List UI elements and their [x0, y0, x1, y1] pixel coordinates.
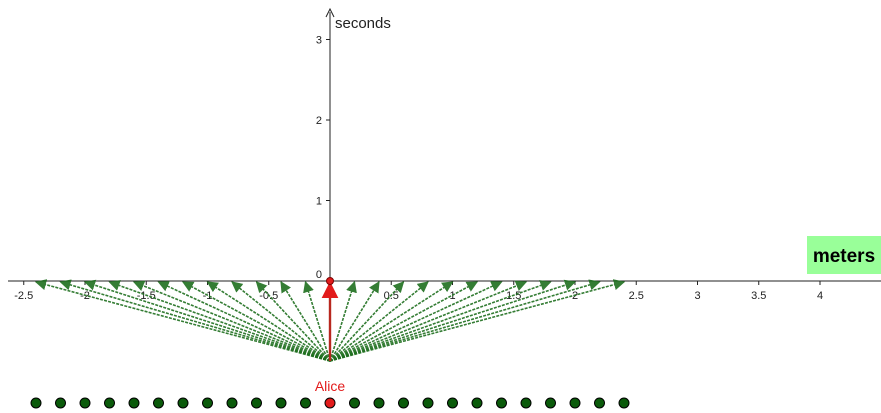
light-arrow-23 — [329, 279, 601, 362]
observer-dot-14 — [373, 397, 385, 409]
light-arrow-24 — [329, 279, 626, 362]
observer-dot-20 — [520, 397, 532, 409]
observer-dot-13 — [349, 397, 360, 409]
light-arrow-15 — [329, 281, 405, 362]
light-arrow-10 — [280, 281, 331, 362]
x-tick-label-10: 3 — [694, 290, 700, 302]
observer-dot-24 — [618, 397, 630, 409]
observer-dot-17 — [447, 397, 458, 409]
light-arrow-13 — [329, 280, 357, 362]
light-arrows — [34, 277, 626, 362]
observer-dot-6 — [177, 397, 189, 409]
observer-dot-alice — [324, 397, 336, 409]
observer-dot-8 — [226, 397, 238, 409]
observer-dot-2 — [79, 397, 91, 409]
light-arrow-0 — [34, 279, 331, 362]
x-tick-label-1: -2 — [80, 290, 90, 302]
x-tick-label-12: 4 — [817, 290, 823, 302]
observer-dot-3 — [104, 397, 115, 409]
meters-box — [807, 236, 881, 274]
observer-dot-15 — [398, 397, 409, 409]
light-arrow-6 — [182, 281, 331, 362]
y-tick-label-1: 1 — [316, 196, 322, 208]
x-tick-label-8: 2 — [572, 290, 578, 302]
meters-label: meters — [813, 246, 875, 267]
observer-dot-18 — [471, 397, 483, 409]
light-arrow-16 — [329, 281, 429, 362]
observer-dot-22 — [569, 397, 581, 409]
light-arrow-8 — [231, 281, 331, 362]
observer-dot-16 — [422, 397, 434, 409]
light-arrow-20 — [329, 280, 528, 362]
observer-dot-19 — [496, 397, 507, 409]
origin-event-point — [326, 277, 334, 285]
observer-dot-10 — [275, 397, 287, 409]
light-arrow-18 — [329, 281, 478, 362]
x-tick-label-9: 2.5 — [629, 290, 644, 302]
observer-dot-5 — [153, 397, 164, 409]
observer-label: Alice — [315, 378, 346, 394]
observer-dot-0 — [30, 397, 42, 409]
y-tick-label-2: 2 — [316, 115, 322, 127]
observer-dot-1 — [55, 397, 66, 409]
observer-dot-11 — [300, 397, 311, 409]
observer-dot-9 — [251, 397, 262, 409]
light-arrow-14 — [329, 281, 380, 362]
observer-dots — [30, 397, 630, 409]
light-arrow-22 — [329, 279, 577, 362]
x-tick-label-0: -2.5 — [14, 290, 33, 302]
y-axis-arrowhead — [325, 7, 335, 18]
light-arrow-21 — [329, 280, 552, 362]
y-tick-label-0: 0 — [316, 269, 322, 281]
y-tick-label-3: 3 — [316, 35, 322, 47]
x-tick-label-11: 3.5 — [751, 290, 766, 302]
observer-dot-23 — [594, 397, 605, 409]
light-arrow-7 — [206, 281, 331, 362]
light-arrow-4 — [132, 280, 331, 362]
light-arrow-9 — [255, 281, 331, 362]
light-arrow-19 — [329, 281, 503, 362]
light-arrow-2 — [83, 279, 331, 362]
y-axis-label: seconds — [335, 15, 391, 32]
light-arrow-5 — [157, 281, 331, 362]
light-arrow-3 — [108, 280, 331, 362]
observer-dot-7 — [202, 397, 213, 409]
observer-dot-4 — [128, 397, 140, 409]
light-arrow-11 — [303, 280, 331, 362]
observer-dot-21 — [545, 397, 556, 409]
light-arrow-1 — [59, 279, 331, 362]
y-ticks: 0 1 2 3 — [316, 35, 330, 281]
light-arrow-17 — [329, 281, 454, 362]
